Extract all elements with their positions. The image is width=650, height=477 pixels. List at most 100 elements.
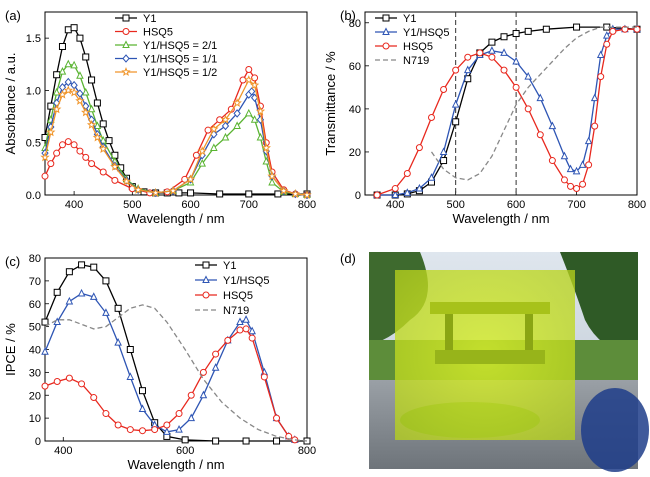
data-point	[244, 75, 254, 84]
data-point	[70, 24, 78, 32]
y-tick-label: 30	[29, 367, 41, 379]
data-point	[187, 189, 195, 197]
data-point	[41, 347, 49, 355]
data-point	[138, 404, 147, 412]
data-point	[204, 126, 212, 134]
legend-marker	[202, 261, 210, 269]
series-hsq5: HSQ5	[41, 290, 299, 444]
data-point	[548, 157, 556, 165]
series-n719: N719	[375, 26, 637, 181]
legend-marker	[382, 14, 390, 22]
data-point	[114, 304, 122, 312]
data-point	[500, 66, 508, 74]
data-point	[163, 427, 171, 435]
series-n719: N719	[44, 304, 308, 442]
x-tick-label: 800	[298, 445, 316, 457]
data-point	[242, 437, 250, 445]
data-point	[591, 122, 599, 130]
data-point	[415, 183, 424, 192]
data-point	[76, 71, 84, 79]
photo-panel-d	[369, 252, 649, 472]
data-point	[488, 46, 496, 54]
data-point	[102, 308, 110, 316]
data-point	[245, 66, 253, 74]
data-point	[57, 89, 68, 99]
data-point	[542, 25, 550, 33]
series-line	[376, 28, 637, 196]
data-point	[64, 59, 73, 68]
y-tick-label: 80	[349, 18, 361, 30]
data-point	[273, 437, 281, 445]
series-y1-hsq5-1-2: Y1/HSQ5 = 1/2	[40, 67, 312, 199]
legend-marker	[382, 42, 390, 50]
pavilion-pillar-right	[525, 314, 533, 354]
data-point	[69, 87, 79, 97]
data-point	[88, 160, 96, 168]
panel-label: (a)	[5, 8, 21, 23]
x-tick-label: 400	[54, 445, 72, 457]
series-line	[44, 304, 308, 442]
data-point	[70, 141, 78, 149]
legend-label: Y1/HSQ5 = 2/1	[143, 40, 217, 52]
chart-panel-1: (b) 400 500 600 700 800 0 20 40 60 80 Wavelength / …	[323, 8, 646, 226]
data-point	[105, 137, 113, 145]
y-tick-label: 1.5	[26, 33, 41, 45]
data-point	[488, 38, 496, 46]
data-point	[602, 31, 611, 39]
data-point	[248, 326, 256, 335]
data-point	[175, 410, 183, 418]
data-point	[236, 326, 244, 334]
data-point	[273, 414, 281, 422]
data-point	[210, 143, 218, 151]
data-point	[274, 190, 282, 198]
data-point	[126, 372, 135, 380]
data-point	[81, 87, 90, 96]
data-point	[93, 121, 102, 129]
data-point	[75, 95, 85, 105]
data-point	[212, 350, 220, 358]
legend-label: HSQ5	[223, 290, 253, 302]
data-point	[58, 141, 66, 149]
data-point	[440, 157, 448, 165]
y-tick-label: 0.0	[26, 190, 41, 202]
data-point	[53, 317, 61, 326]
data-point	[126, 346, 134, 353]
data-point	[41, 382, 49, 390]
data-point	[197, 146, 207, 156]
data-point	[524, 105, 532, 113]
y-tick-label: 60	[29, 299, 41, 311]
data-point	[251, 74, 259, 82]
legend-label: HSQ5	[143, 27, 173, 39]
series-y1-hsq5: Y1/HSQ5	[41, 275, 299, 443]
data-point	[87, 104, 96, 113]
data-point	[199, 368, 207, 376]
data-point	[567, 182, 575, 190]
data-point	[242, 315, 250, 323]
data-point	[52, 87, 61, 96]
panel-label: (b)	[340, 8, 356, 23]
data-point	[199, 390, 208, 399]
data-point	[512, 56, 520, 65]
x-tick-label: 800	[628, 199, 646, 211]
series-line	[377, 28, 637, 196]
data-point	[255, 106, 266, 116]
data-point	[464, 53, 472, 61]
data-point	[512, 83, 520, 91]
legend-label: Y1	[403, 13, 416, 25]
data-point	[261, 142, 271, 153]
data-point	[168, 185, 178, 195]
data-point	[249, 80, 260, 90]
data-point	[248, 87, 256, 96]
series-line	[44, 63, 308, 196]
data-point	[89, 292, 98, 300]
data-point	[302, 190, 312, 199]
data-point	[102, 410, 110, 418]
data-point	[451, 99, 460, 108]
y-tick-label: 60	[349, 61, 361, 73]
data-point	[427, 173, 436, 181]
data-point	[262, 156, 271, 165]
data-point	[151, 426, 159, 434]
data-point	[212, 437, 220, 445]
data-point	[114, 338, 122, 346]
data-point	[64, 138, 72, 146]
